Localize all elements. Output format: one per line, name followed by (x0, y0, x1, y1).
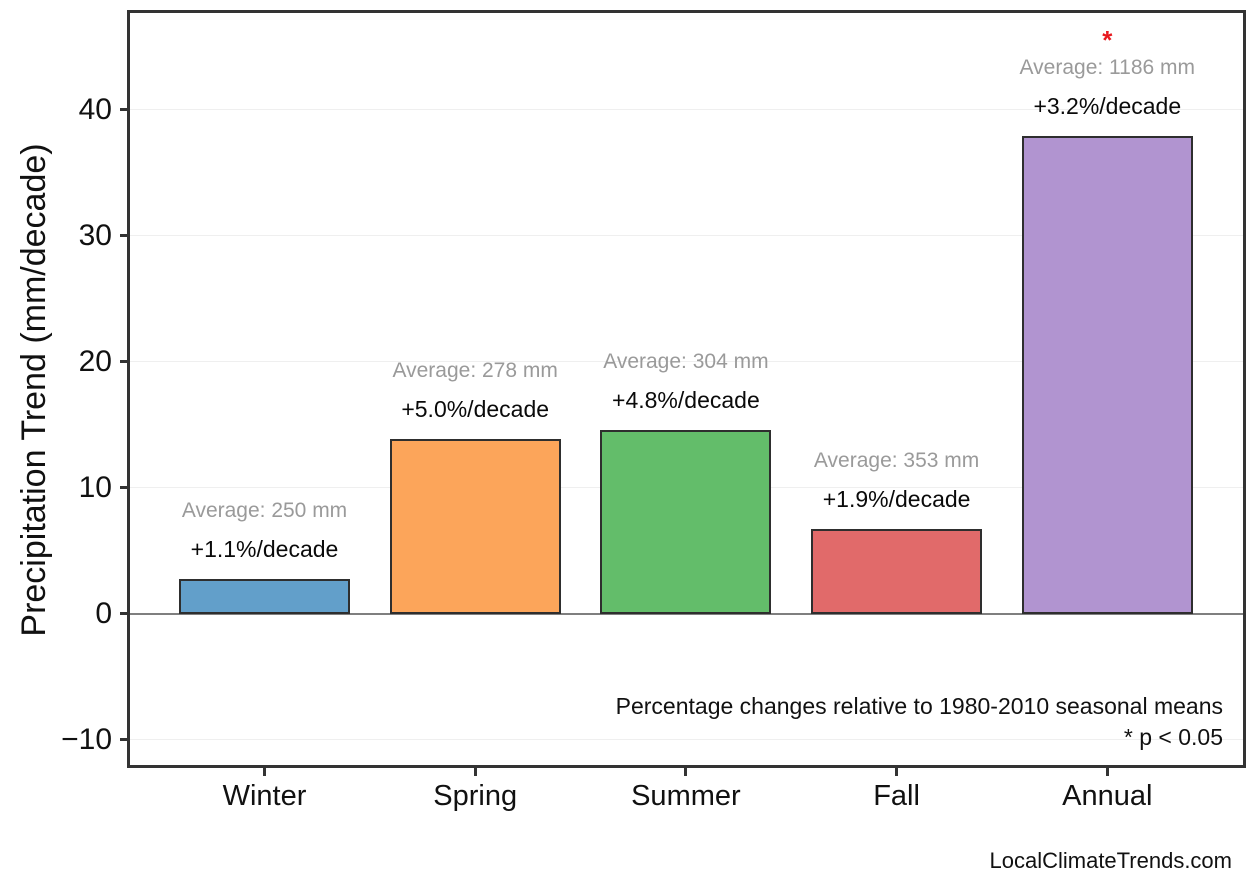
bar-summer (600, 429, 772, 614)
x-tick (473, 768, 477, 776)
x-label-summer: Summer (631, 780, 741, 812)
x-label-winter: Winter (222, 780, 307, 812)
bar-spring (389, 438, 561, 614)
bar-average-label: Average: 1186 mm (1019, 56, 1196, 80)
note-line-percentage-basis: Percentage changes relative to 1980-2010… (615, 693, 1223, 719)
bar-trend-label: +3.2%/decade (1033, 93, 1182, 120)
x-tick (263, 768, 266, 776)
chart-notes: Percentage changes relative to 1980-2010… (616, 691, 1223, 753)
y-tick-label: 30 (78, 218, 112, 252)
y-tick (120, 486, 130, 490)
bar-average-label: Average: 278 mm (392, 358, 558, 382)
y-tick-label: 40 (78, 92, 112, 126)
gridline (130, 739, 1243, 741)
bar-trend-label: +1.1%/decade (190, 536, 339, 563)
bar-average-label: Average: 304 mm (603, 349, 769, 373)
y-tick (120, 234, 130, 238)
x-tick (895, 768, 899, 776)
bar-average-label: Average: 353 mm (813, 449, 980, 473)
y-tick (120, 612, 130, 616)
gridline (130, 235, 1243, 237)
y-axis-title: Precipitation Trend (mm/decade) (15, 143, 53, 637)
x-label-fall: Fall (873, 780, 920, 812)
note-line-significance: * p < 0.05 (1123, 724, 1223, 750)
zero-line (130, 612, 1243, 615)
gridline (130, 109, 1243, 111)
y-tick-label: 10 (78, 470, 112, 504)
bar-fall (811, 529, 983, 614)
bar-trend-label: +1.9%/decade (822, 486, 971, 513)
plot-area: Percentage changes relative to 1980-2010… (127, 10, 1246, 768)
y-tick (120, 360, 130, 364)
y-tick (120, 738, 130, 742)
bar-winter (179, 579, 350, 614)
x-tick (684, 768, 688, 776)
y-tick-label: −10 (61, 722, 112, 756)
x-tick (1105, 768, 1109, 776)
watermark: LocalClimateTrends.com (989, 848, 1233, 873)
bar-average-label: Average: 250 mm (181, 499, 348, 523)
gridline (130, 361, 1243, 363)
y-tick-label: 0 (95, 596, 112, 630)
significance-asterisk: * (1102, 25, 1113, 56)
x-label-annual: Annual (1062, 780, 1153, 812)
bar-trend-label: +5.0%/decade (401, 395, 550, 422)
bar-annual (1021, 136, 1193, 614)
x-label-spring: Spring (433, 780, 518, 812)
y-tick-label: 20 (78, 344, 112, 378)
y-tick (120, 108, 130, 112)
bar-trend-label: +4.8%/decade (612, 386, 760, 413)
